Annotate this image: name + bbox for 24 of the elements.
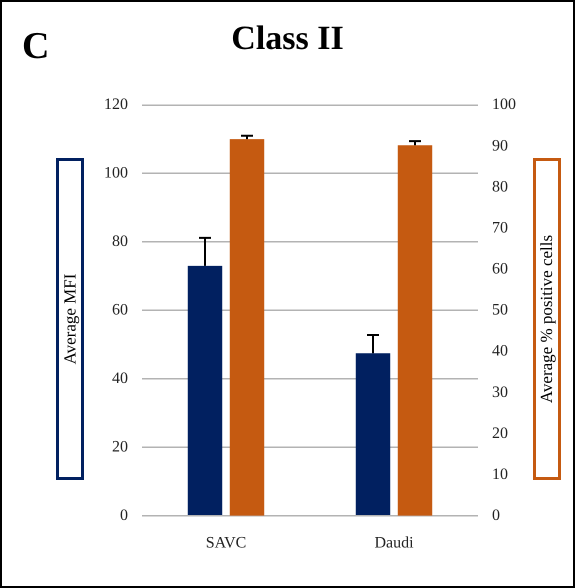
y2-tick-label: 90 xyxy=(492,137,508,154)
y-tick-label: 80 xyxy=(112,233,128,250)
text: C xyxy=(22,24,50,68)
y2-tick-label: 80 xyxy=(492,178,508,196)
y2-tick-label: 70 xyxy=(492,219,508,236)
y2-tick-label: 100 xyxy=(492,96,516,114)
chart-title: Class II xyxy=(231,20,344,57)
y-tick-label: 100 xyxy=(104,164,128,182)
y2-tick-label: 10 xyxy=(492,466,508,483)
y2-tick-label: 30 xyxy=(492,384,508,401)
y2-axis-title: Average % positive cells xyxy=(537,234,557,404)
y-tick-label: 60 xyxy=(112,302,128,319)
y-tick-label: 20 xyxy=(112,438,128,456)
y-tick-label: 40 xyxy=(112,370,128,388)
y-axis-title: Average MFI xyxy=(60,274,80,364)
y-tick-label: 120 xyxy=(104,96,128,114)
y2-tick-label: 60 xyxy=(492,260,508,278)
x-tick-label: Daudi xyxy=(374,534,414,552)
y2-tick-label: 40 xyxy=(492,342,508,360)
x-tick-label: SAVC xyxy=(206,534,246,552)
y2-tick-label: 20 xyxy=(492,424,508,442)
y2-tick-label: 0 xyxy=(492,507,500,524)
y-tick-label: 0 xyxy=(120,507,128,524)
y2-tick-label: 50 xyxy=(492,302,508,319)
